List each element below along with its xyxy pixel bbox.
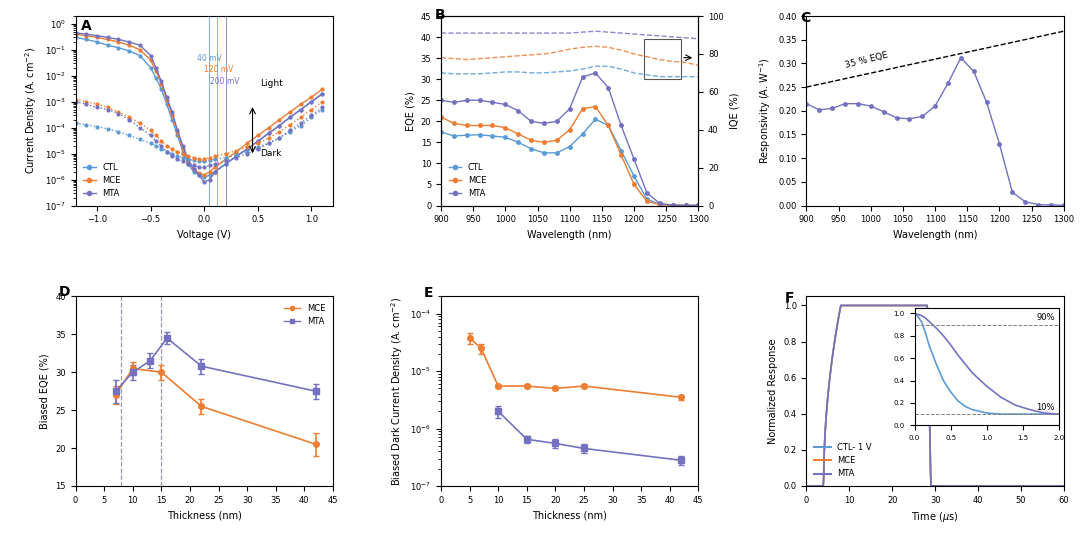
Y-axis label: Normalized Response: Normalized Response [768, 339, 778, 444]
Y-axis label: Responsivity (A. W$^{-1}$): Responsivity (A. W$^{-1}$) [757, 57, 772, 164]
Legend: CTL, MCE, MTA: CTL, MCE, MTA [80, 159, 124, 201]
Text: F: F [785, 291, 795, 305]
Y-axis label: Biased Dark Current Density (A. cm$^{-2}$): Biased Dark Current Density (A. cm$^{-2}… [389, 296, 405, 486]
X-axis label: Wavelength (nm): Wavelength (nm) [527, 230, 612, 240]
Text: B: B [434, 7, 445, 21]
Text: 120 mV: 120 mV [203, 65, 233, 74]
Text: 40 mV: 40 mV [198, 54, 222, 64]
Text: A: A [81, 19, 92, 33]
Y-axis label: Current Density (A. cm$^{-2}$): Current Density (A. cm$^{-2}$) [24, 47, 39, 175]
Y-axis label: EQE (%): EQE (%) [405, 91, 415, 131]
Legend: MCE, MTA: MCE, MTA [281, 301, 328, 329]
Legend: CTL- 1 V, MCE, MTA: CTL- 1 V, MCE, MTA [811, 440, 875, 482]
Y-axis label: Biased EQE (%): Biased EQE (%) [40, 354, 50, 429]
Text: D: D [58, 285, 70, 299]
Legend: CTL, MCE, MTA: CTL, MCE, MTA [445, 159, 489, 201]
X-axis label: Thickness (nm): Thickness (nm) [532, 510, 607, 520]
X-axis label: Voltage (V): Voltage (V) [177, 230, 231, 240]
Text: Light: Light [260, 79, 283, 88]
Y-axis label: IQE (%): IQE (%) [729, 92, 740, 129]
X-axis label: Thickness (nm): Thickness (nm) [166, 510, 242, 520]
Text: C: C [800, 11, 810, 25]
Bar [644, 39, 681, 78]
Text: Dark: Dark [260, 149, 282, 158]
Text: E: E [423, 286, 433, 300]
X-axis label: Wavelength (nm): Wavelength (nm) [893, 230, 977, 240]
Text: 200 mV: 200 mV [210, 77, 240, 86]
X-axis label: Time ($\mu$s): Time ($\mu$s) [912, 510, 959, 524]
Text: 35 % EQE: 35 % EQE [843, 51, 889, 70]
